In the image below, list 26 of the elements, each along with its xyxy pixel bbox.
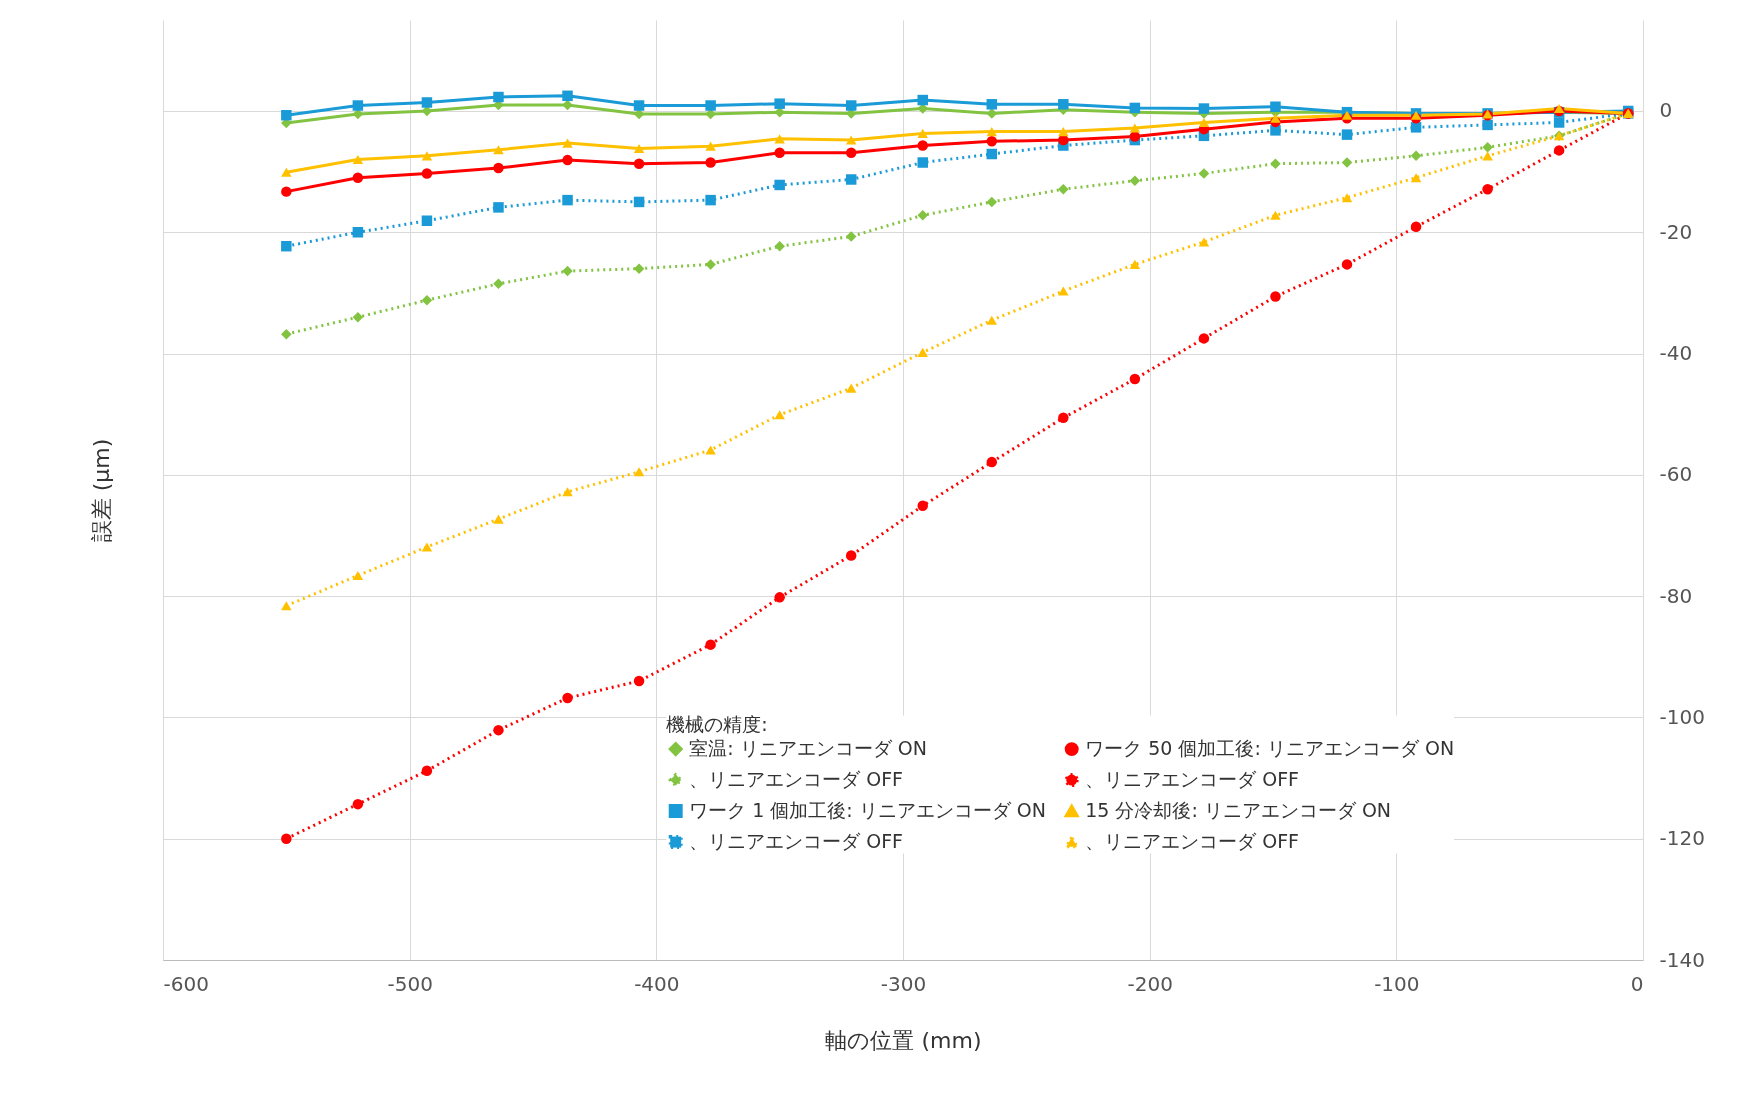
legend-label: 、リニアエンコーダ OFF [689,768,904,791]
legend-label: 15 分冷却後: リニアエンコーダ ON [1085,799,1392,822]
x-axis-title: 軸の位置 (mm) [825,1027,982,1053]
y-tick-label: -120 [1659,826,1705,851]
x-tick-label: -600 [163,971,209,996]
y-tick-label: -20 [1659,219,1693,244]
x-tick-label: -100 [1374,971,1420,996]
x-tick-label: -400 [634,971,680,996]
y-tick-label: -140 [1659,947,1705,972]
x-tick-label: -500 [387,971,433,996]
y-tick-label: 0 [1659,98,1673,123]
y-axis-title: 誤差 (µm) [88,438,114,543]
legend-label: ワーク 50 個加工後: リニアエンコーダ ON [1085,737,1455,760]
legend-label: 、リニアエンコーダ OFF [1085,830,1300,853]
legend-label: ワーク 1 個加工後: リニアエンコーダ ON [689,799,1047,822]
x-tick-label: -300 [880,971,927,996]
legend-label: 、リニアエンコーダ OFF [1085,768,1300,791]
legend-label: 、リニアエンコーダ OFF [689,830,904,853]
y-tick-label: -40 [1659,341,1693,366]
x-tick-label: 0 [1630,971,1644,996]
x-tick-label: -200 [1127,971,1173,996]
y-tick-label: -80 [1659,583,1693,608]
legend-label: 室温: リニアエンコーダ ON [689,737,927,760]
y-tick-label: -100 [1659,704,1705,729]
y-tick-label: -60 [1659,462,1693,487]
legend-title: 機械の精度: [666,712,768,735]
